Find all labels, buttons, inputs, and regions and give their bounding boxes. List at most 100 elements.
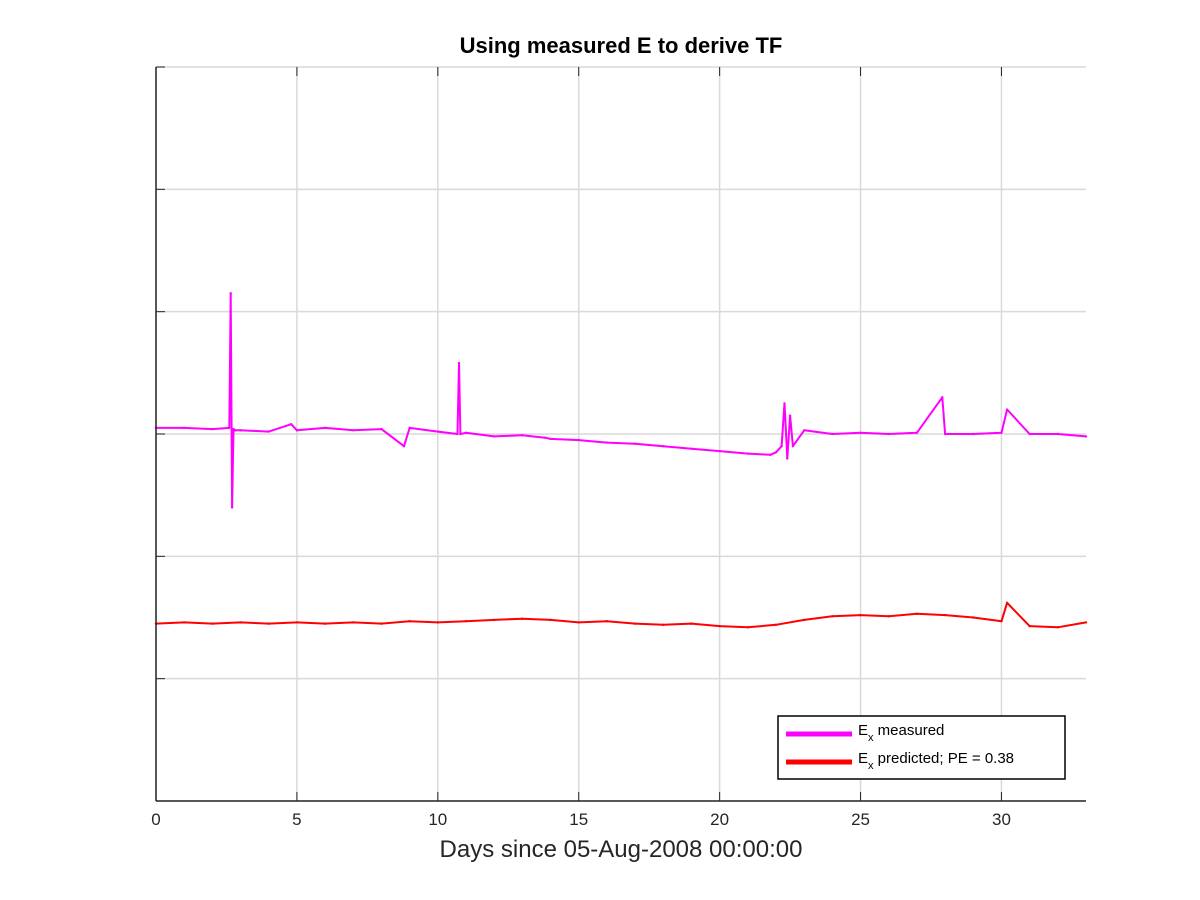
- data-point-measured: [1005, 408, 1009, 411]
- data-point-predicted: [267, 622, 270, 625]
- data-point-measured: [408, 426, 411, 430]
- series-layer: [154, 292, 1088, 629]
- x-tick-label: 10: [428, 810, 447, 829]
- data-point-measured: [459, 432, 462, 436]
- data-point-measured: [577, 438, 580, 442]
- x-tick-label: 30: [992, 810, 1011, 829]
- legend-measured-main: E: [858, 722, 868, 739]
- x-tick-label: 15: [569, 810, 588, 829]
- data-point-measured: [1028, 432, 1031, 436]
- tick-label-layer: 0 5 10 15 20 25 30: [151, 810, 1011, 829]
- data-point-measured: [690, 447, 693, 450]
- legend: Ex measured Ex predicted; PE = 0.38: [777, 715, 1066, 780]
- data-point-predicted: [633, 622, 637, 625]
- chart-title: Using measured E to derive TF: [460, 33, 783, 58]
- data-point-measured: [972, 432, 975, 436]
- data-point-measured: [783, 402, 786, 405]
- data-point-predicted: [380, 622, 383, 625]
- data-point-predicted: [1000, 619, 1003, 623]
- data-point-measured: [802, 429, 806, 432]
- data-point-predicted: [859, 613, 862, 617]
- data-point-predicted: [943, 613, 947, 617]
- data-point-measured: [492, 435, 496, 438]
- data-point-measured: [549, 437, 552, 441]
- data-point-predicted: [521, 617, 524, 620]
- data-point-predicted: [887, 615, 890, 618]
- data-point-predicted: [549, 618, 552, 622]
- data-point-measured: [456, 432, 459, 436]
- legend-measured-sub: x: [868, 732, 874, 744]
- x-tick-label: 20: [710, 810, 729, 829]
- data-point-predicted: [492, 618, 496, 622]
- data-point-measured: [464, 431, 468, 434]
- data-point-measured: [543, 436, 547, 439]
- data-point-predicted: [718, 624, 721, 628]
- data-point-predicted: [662, 623, 665, 627]
- legend-entry-measured: Ex measured: [858, 722, 944, 744]
- data-point-predicted: [323, 622, 327, 625]
- data-point-predicted: [436, 621, 440, 624]
- data-point-predicted: [211, 622, 214, 625]
- data-point-measured: [1056, 432, 1060, 436]
- data-point-measured: [229, 292, 232, 295]
- data-point-measured: [323, 426, 327, 430]
- legend-measured-rest: measured: [874, 722, 945, 739]
- data-point-measured: [943, 432, 947, 436]
- data-point-predicted: [1084, 621, 1088, 624]
- data-point-measured: [436, 430, 440, 433]
- data-point-predicted: [1005, 601, 1009, 605]
- data-point-predicted: [408, 619, 411, 623]
- data-point-measured: [662, 445, 665, 448]
- data-point-predicted: [1028, 624, 1031, 628]
- data-point-predicted: [239, 621, 242, 624]
- x-tick-label: 5: [292, 810, 301, 829]
- data-point-measured: [788, 414, 792, 417]
- data-point-predicted: [182, 621, 186, 624]
- data-point-measured: [859, 431, 862, 434]
- data-point-measured: [457, 361, 461, 365]
- legend-entry-predicted: Ex predicted; PE = 0.38: [858, 750, 1014, 772]
- data-point-measured: [239, 429, 242, 432]
- data-point-measured: [233, 429, 237, 432]
- data-point-measured: [941, 396, 944, 399]
- x-axis-label: Days since 05-Aug-2008 00:00:00: [440, 836, 803, 863]
- x-tick-label: 0: [151, 810, 160, 829]
- data-point-measured: [182, 426, 186, 430]
- legend-predicted-main: E: [858, 750, 868, 767]
- data-point-measured: [295, 429, 299, 432]
- data-point-measured: [746, 452, 750, 455]
- data-point-measured: [605, 441, 609, 444]
- data-point-measured: [380, 427, 383, 431]
- legend-predicted-sub: x: [868, 760, 874, 772]
- legend-predicted-rest: predicted; PE = 0.38: [874, 750, 1015, 767]
- data-point-predicted: [1056, 626, 1060, 629]
- data-point-measured: [633, 442, 637, 445]
- data-point-measured: [402, 445, 406, 448]
- data-point-measured: [1000, 431, 1003, 434]
- data-point-predicted: [605, 619, 609, 623]
- legend-box: [777, 715, 1066, 780]
- data-point-predicted: [774, 623, 778, 627]
- data-point-predicted: [972, 616, 975, 619]
- data-point-measured: [521, 434, 524, 437]
- data-point-measured: [290, 423, 293, 426]
- axes-layer: [155, 66, 1086, 802]
- data-point-measured: [352, 429, 355, 432]
- data-point-predicted: [464, 619, 468, 623]
- data-point-measured: [230, 506, 234, 509]
- data-point-measured: [915, 431, 919, 434]
- data-point-measured: [211, 427, 214, 431]
- data-point-measured: [780, 445, 783, 448]
- data-point-measured: [267, 430, 270, 433]
- data-point-predicted: [352, 621, 355, 624]
- data-point-measured: [786, 457, 789, 460]
- data-point-measured: [831, 432, 834, 436]
- data-point-measured: [769, 453, 772, 456]
- data-point-predicted: [915, 612, 919, 616]
- x-tick-label: 25: [851, 810, 870, 829]
- data-point-measured: [718, 449, 721, 453]
- data-point-measured: [228, 426, 231, 430]
- data-point-measured: [774, 451, 778, 454]
- data-point-predicted: [831, 615, 834, 618]
